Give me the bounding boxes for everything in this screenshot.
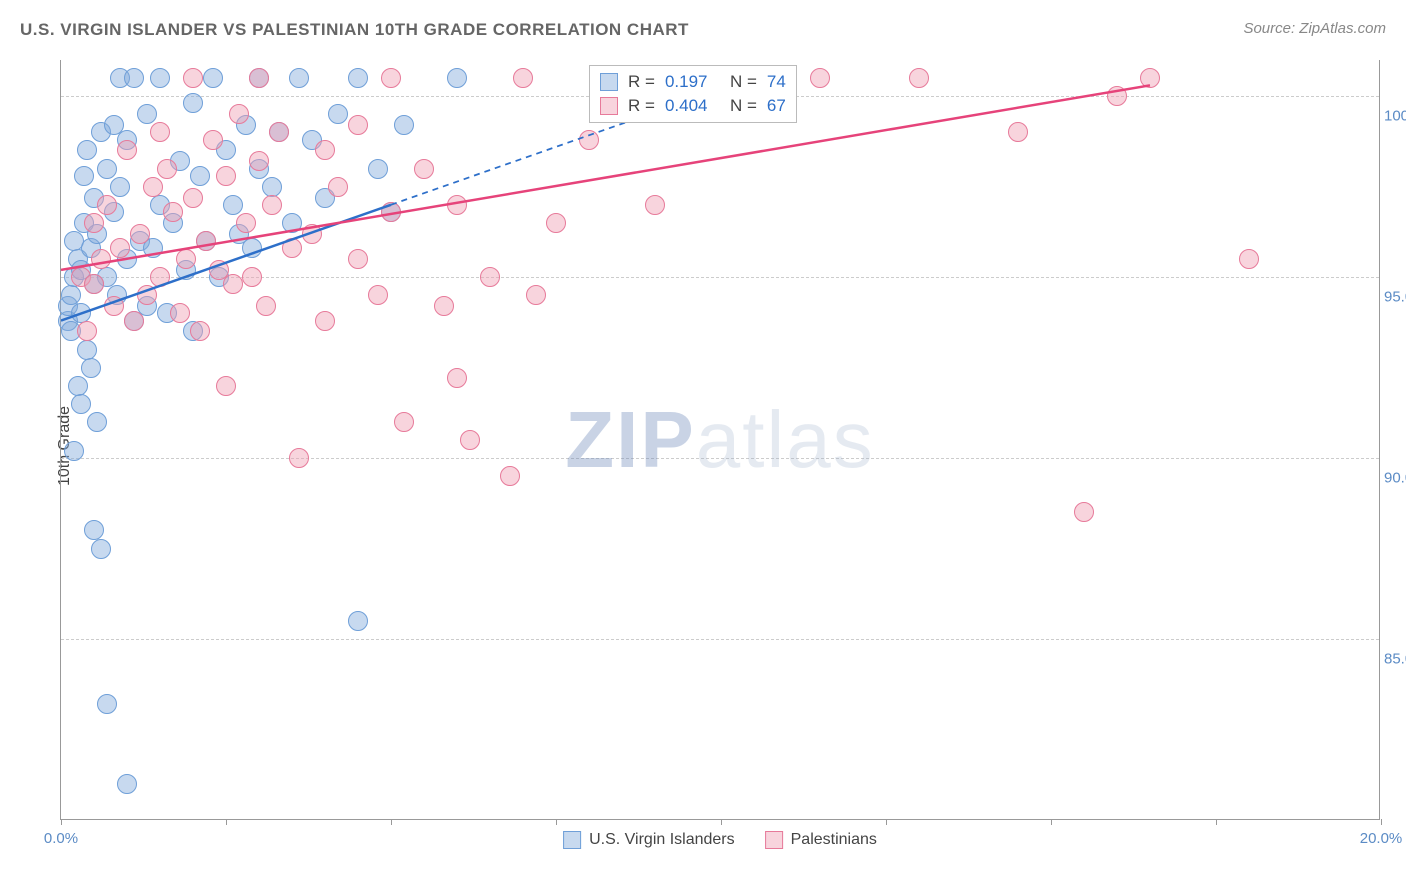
legend-swatch	[765, 831, 783, 849]
stats-legend-row: R = 0.197 N = 74	[600, 70, 786, 94]
chart-plot-area: ZIPatlas R =0.197N =74R =0.404N =67 U.S.…	[60, 60, 1380, 820]
r-value: 0.404	[665, 96, 720, 116]
legend-swatch	[600, 73, 618, 91]
legend-swatch	[563, 831, 581, 849]
legend-label: U.S. Virgin Islanders	[589, 831, 735, 849]
legend-swatch	[600, 97, 618, 115]
r-value: 0.197	[665, 72, 720, 92]
n-label: N =	[730, 96, 757, 116]
y-tick-label: 95.0%	[1384, 289, 1406, 306]
legend-item: U.S. Virgin Islanders	[563, 831, 735, 849]
n-label: N =	[730, 72, 757, 92]
series-legend: U.S. Virgin Islanders Palestinians	[563, 831, 877, 849]
n-value: 67	[767, 96, 786, 116]
chart-title: U.S. VIRGIN ISLANDER VS PALESTINIAN 10TH…	[20, 20, 689, 40]
x-tick-label: 0.0%	[44, 830, 78, 847]
x-tick	[1381, 819, 1382, 825]
y-tick-label: 85.0%	[1384, 651, 1406, 668]
stats-legend: R = 0.197 N = 74 R = 0.404 N = 67	[589, 65, 797, 123]
r-label: R =	[628, 96, 655, 116]
y-tick-label: 90.0%	[1384, 470, 1406, 487]
x-tick-label: 20.0%	[1360, 830, 1403, 847]
y-tick-label: 100.0%	[1384, 108, 1406, 125]
source-label: Source: ZipAtlas.com	[1243, 20, 1386, 37]
r-label: R =	[628, 72, 655, 92]
stats-legend-row: R = 0.404 N = 67	[600, 94, 786, 118]
trend-lines	[61, 60, 1381, 820]
n-value: 74	[767, 72, 786, 92]
legend-label: Palestinians	[791, 831, 877, 849]
legend-item: Palestinians	[765, 831, 877, 849]
